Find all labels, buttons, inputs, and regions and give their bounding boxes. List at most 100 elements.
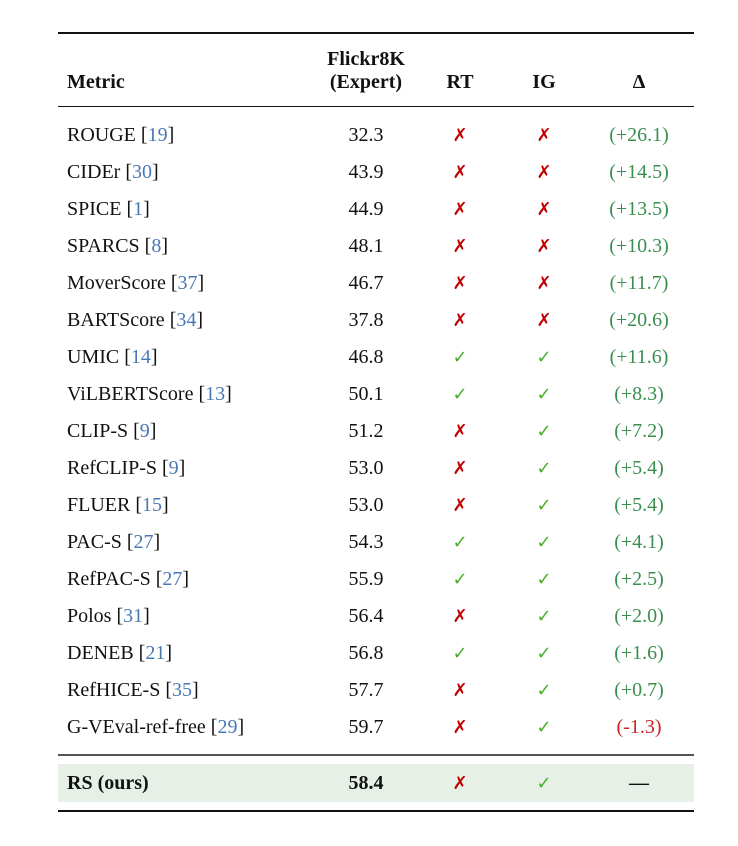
metric-name: G-VEval-ref-free [29]	[67, 716, 245, 738]
cross-icon: ✗	[452, 606, 468, 627]
metric-name: RefPAC-S [27]	[67, 568, 190, 590]
metric-name: RS (ours)	[67, 771, 149, 794]
cross-icon: ✗	[452, 310, 468, 331]
metric-name: BARTScore [34]	[67, 309, 204, 331]
cross-icon: ✗	[452, 458, 468, 479]
metric-name: ROUGE [19]	[67, 124, 175, 146]
delta: (+10.3)	[609, 235, 669, 257]
check-icon: ✓	[536, 384, 552, 405]
score: 46.7	[348, 272, 384, 294]
metric-name: Polos [31]	[67, 605, 150, 627]
score: 46.8	[348, 346, 384, 368]
citation-link[interactable]: 8	[151, 235, 162, 257]
citation-link[interactable]: 27	[162, 568, 183, 590]
delta: (+7.2)	[614, 420, 664, 442]
header-ig: IG	[532, 71, 556, 93]
metric-name: RefHICE-S [35]	[67, 679, 199, 701]
metric-name: RefCLIP-S [9]	[67, 457, 186, 479]
check-icon: ✓	[536, 532, 552, 553]
metric-name: DENEB [21]	[67, 642, 173, 664]
citation-link[interactable]: 31	[123, 605, 144, 627]
table-row: UMIC [14] 46.8 ✓ ✓ (+11.6)	[58, 339, 694, 376]
check-icon: ✓	[536, 643, 552, 664]
citation-link[interactable]: 29	[217, 716, 238, 738]
check-icon: ✓	[452, 384, 468, 405]
score: 37.8	[348, 309, 384, 331]
score: 50.1	[348, 383, 384, 405]
score: 48.1	[348, 235, 384, 257]
table-row: G-VEval-ref-free [29] 59.7 ✗ ✓ (-1.3)	[58, 709, 694, 746]
check-icon: ✓	[536, 606, 552, 627]
metric-name: CIDEr [30]	[67, 161, 159, 183]
cross-icon: ✗	[452, 680, 468, 701]
cross-icon: ✗	[452, 125, 468, 146]
citation-link[interactable]: 27	[133, 531, 154, 553]
citation-link[interactable]: 9	[139, 420, 150, 442]
check-icon: ✓	[536, 680, 552, 701]
metric-name: SPARCS [8]	[67, 235, 168, 257]
score: 59.7	[348, 716, 384, 738]
citation-link[interactable]: 15	[142, 494, 163, 516]
delta: (+4.1)	[614, 531, 664, 553]
delta: (+20.6)	[609, 309, 669, 331]
header-row: Metric Flickr8K (Expert) RT IG Δ	[58, 34, 694, 106]
citation-link[interactable]: 14	[130, 346, 151, 368]
check-icon: ✓	[536, 772, 552, 794]
table-row: BARTScore [34] 37.8 ✗ ✗ (+20.6)	[58, 302, 694, 339]
cross-icon: ✗	[452, 421, 468, 442]
bottom-rule	[58, 810, 694, 812]
check-icon: ✓	[536, 717, 552, 738]
delta: (+5.4)	[614, 457, 664, 479]
cross-icon: ✗	[452, 772, 468, 794]
check-icon: ✓	[536, 347, 552, 368]
delta: —	[629, 771, 649, 794]
citation-link[interactable]: 9	[168, 457, 179, 479]
check-icon: ✓	[536, 495, 552, 516]
header-rule	[58, 106, 694, 107]
delta: (+13.5)	[609, 198, 669, 220]
metric-name: CLIP-S [9]	[67, 420, 157, 442]
delta: (+5.4)	[614, 494, 664, 516]
table-row: SPICE [1] 44.9 ✗ ✗ (+13.5)	[58, 191, 694, 228]
delta: (+2.0)	[614, 605, 664, 627]
cross-icon: ✗	[536, 236, 552, 257]
separator-rule	[58, 754, 694, 756]
cross-icon: ✗	[452, 717, 468, 738]
cross-icon: ✗	[536, 273, 552, 294]
header-metric: Metric	[67, 71, 125, 93]
table-row: DENEB [21] 56.8 ✓ ✓ (+1.6)	[58, 635, 694, 672]
delta: (+11.6)	[609, 346, 669, 368]
citation-link[interactable]: 37	[177, 272, 198, 294]
metric-name: FLUER [15]	[67, 494, 169, 516]
score: 54.3	[348, 531, 384, 553]
citation-link[interactable]: 35	[172, 679, 192, 701]
delta: (+11.7)	[609, 272, 669, 294]
table-row: ViLBERTScore [13] 50.1 ✓ ✓ (+8.3)	[58, 376, 694, 413]
table-row: RefCLIP-S [9] 53.0 ✗ ✓ (+5.4)	[58, 450, 694, 487]
citation-link[interactable]: 34	[176, 309, 197, 331]
check-icon: ✓	[536, 458, 552, 479]
citation-link[interactable]: 13	[205, 383, 226, 405]
metric-name: MoverScore [37]	[67, 272, 205, 294]
table-row: CLIP-S [9] 51.2 ✗ ✓ (+7.2)	[58, 413, 694, 450]
citation-link[interactable]: 1	[133, 198, 144, 220]
table-row: RefPAC-S [27] 55.9 ✓ ✓ (+2.5)	[58, 561, 694, 598]
metric-name: ViLBERTScore [13]	[67, 383, 232, 405]
score: 43.9	[348, 161, 384, 183]
cross-icon: ✗	[536, 199, 552, 220]
delta: (-1.3)	[616, 716, 662, 738]
cross-icon: ✗	[536, 310, 552, 331]
citation-link[interactable]: 21	[145, 642, 166, 664]
score: 55.9	[348, 568, 384, 590]
check-icon: ✓	[452, 643, 468, 664]
table-row: ROUGE [19] 32.3 ✗ ✗ (+26.1)	[58, 117, 694, 154]
metric-name: PAC-S [27]	[67, 531, 161, 553]
citation-link[interactable]: 30	[132, 161, 152, 183]
header-delta: Δ	[632, 71, 646, 93]
table-row: CIDEr [30] 43.9 ✗ ✗ (+14.5)	[58, 154, 694, 191]
check-icon: ✓	[536, 421, 552, 442]
delta: (+14.5)	[609, 161, 669, 183]
citation-link[interactable]: 19	[147, 124, 168, 146]
score: 58.4	[348, 771, 384, 794]
check-icon: ✓	[452, 569, 468, 590]
